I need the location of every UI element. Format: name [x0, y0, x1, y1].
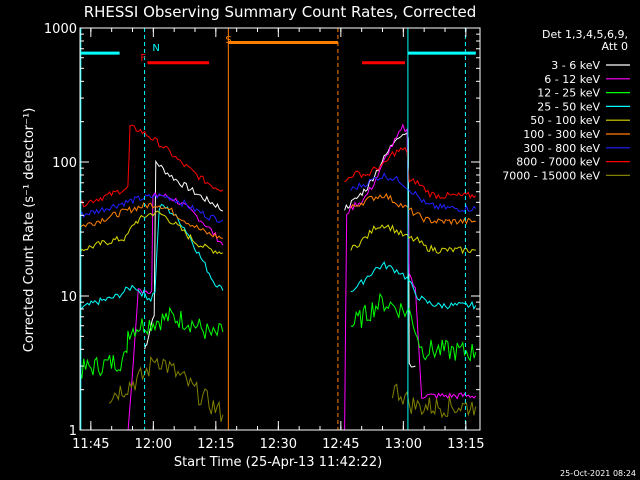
x-tick-label-0: 11:45 [72, 437, 109, 452]
series-line-right-1 [344, 123, 477, 430]
annotation-f: F [140, 53, 146, 64]
y-tick-label-3: 1000 [44, 22, 77, 37]
series-line-right-3 [350, 261, 477, 310]
legend-label-6: 300 - 800 keV [523, 142, 600, 155]
series-line-right-7 [344, 146, 477, 200]
series-line-left-4 [80, 210, 224, 255]
series-line-right-2 [350, 292, 477, 362]
y-tick-label-2: 100 [52, 156, 77, 171]
x-axis-label: Start Time (25-Apr-13 11:42:22) [174, 455, 382, 470]
x-tick-label-4: 12:45 [322, 437, 359, 452]
x-tick-label-2: 12:15 [197, 437, 234, 452]
series-line-right-6 [350, 172, 477, 213]
legend-label-2: 12 - 25 keV [537, 87, 600, 100]
x-tick-label-5: 13:00 [385, 437, 422, 452]
series-line-right-4 [350, 224, 476, 255]
y-tick-label-0: 1 [69, 424, 77, 439]
x-tick-label-1: 12:00 [135, 437, 172, 452]
series-line-left-2 [80, 306, 224, 379]
series-line-left-7 [80, 124, 224, 208]
chart-title: RHESSI Observing Summary Count Rates, Co… [84, 3, 477, 21]
legend-label-7: 800 - 7000 keV [516, 156, 600, 169]
series-line-left-8 [108, 355, 224, 422]
legend-label-4: 50 - 100 keV [530, 114, 600, 127]
axes: 1 10 100 1000 11:45 12:00 12:15 12:30 12:45 13:00… [44, 22, 485, 452]
legend-label-1: 6 - 12 keV [544, 73, 600, 86]
series-line-left-3 [80, 203, 224, 311]
legend-header-0: Det 1,3,4,5,6,9, [542, 28, 628, 41]
annotation-layer [80, 28, 476, 430]
y-tick-label-1: 10 [60, 290, 77, 305]
series-layer [80, 123, 477, 430]
legend-label-5: 100 - 300 keV [523, 128, 600, 141]
annotation-n: N [152, 43, 159, 54]
series-line-left-6 [80, 193, 224, 223]
x-tick-label-6: 13:15 [447, 437, 484, 452]
footer-date: 25-Oct-2021 08:24 [560, 469, 636, 478]
legend-header-1: Att 0 [602, 40, 628, 53]
y-axis-label: Corrected Count Rate (s⁻¹ detector⁻¹) [22, 108, 37, 353]
series-line-right-5 [350, 192, 476, 226]
annotation-s: S [225, 35, 231, 46]
legend-label-0: 3 - 6 keV [551, 59, 600, 72]
x-tick-label-3: 12:30 [260, 437, 297, 452]
legend-label-3: 25 - 50 keV [537, 100, 600, 113]
series-line-left-5 [80, 202, 223, 239]
plot-frame [79, 27, 481, 431]
legend-label-8: 7000 - 15000 keV [502, 169, 600, 182]
series-line-left-0 [144, 159, 224, 350]
